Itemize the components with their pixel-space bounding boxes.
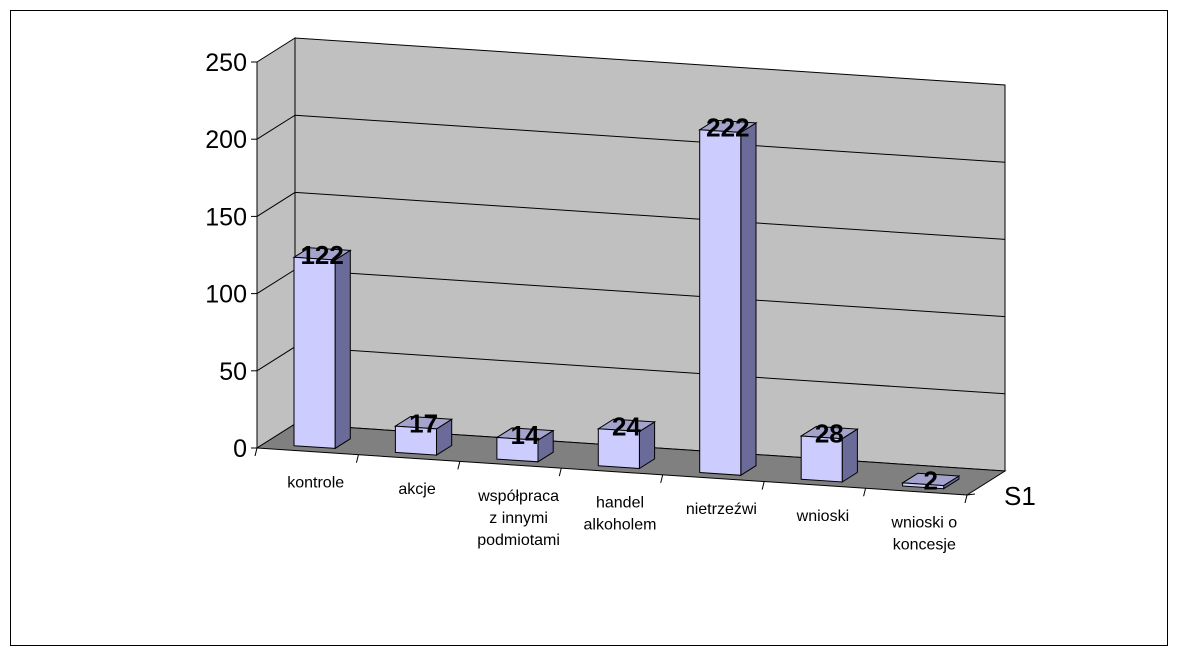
bar-side (334, 249, 351, 450)
gridline (256, 191, 1006, 240)
x-tick-label-line: współpraca (477, 488, 559, 505)
depth-tick-mark (966, 493, 976, 496)
bar (394, 425, 437, 456)
x-tick-label-line: z innymi (489, 510, 548, 527)
x-tick-mark (964, 494, 968, 504)
x-tick-mark (558, 468, 562, 477)
data-label: 28 (815, 419, 844, 449)
y-tick-label: 100 (205, 281, 247, 309)
bar (699, 129, 742, 476)
back-wall (294, 37, 1006, 472)
data-label: 222 (706, 112, 749, 142)
x-tick-label-line: wnioski (796, 508, 849, 525)
bar-side (740, 121, 757, 477)
x-tick-label: akcje (398, 481, 435, 498)
series-label: S1 (1004, 481, 1036, 511)
x-tick-label-line: kontrole (287, 474, 344, 491)
y-tick-label: 250 (205, 49, 247, 77)
x-tick-mark (863, 488, 867, 497)
y-tick-label: 150 (205, 203, 247, 231)
x-tick-label-line: handel (596, 495, 644, 512)
x-tick-label: wnioski (796, 508, 849, 525)
y-tick-label: 50 (219, 358, 247, 386)
data-label: 122 (300, 240, 343, 270)
data-label: 17 (409, 409, 438, 439)
x-tick-label-line: akcje (398, 481, 435, 498)
y-tick-label: 200 (205, 126, 247, 154)
x-tick-mark (761, 481, 765, 490)
data-label: 14 (511, 420, 540, 450)
gridline (256, 114, 1006, 163)
y-tick-label: 0 (233, 435, 247, 463)
x-tick-mark (355, 454, 359, 463)
bar (902, 482, 945, 490)
x-tick-label: współpraca z innymi podmiotami (477, 488, 560, 549)
bar (293, 256, 336, 449)
data-label: 24 (612, 411, 641, 441)
x-tick-label: wnioski o koncesje (890, 515, 957, 554)
x-tick-label-line: podmiotami (477, 532, 560, 549)
x-tick-label: handel alkoholem (584, 495, 657, 534)
x-tick-label-line: alkoholem (584, 517, 657, 534)
bar (597, 428, 640, 470)
x-tick-label-line: nietrzeźwi (686, 501, 757, 518)
bar (496, 436, 539, 463)
x-tick-mark (457, 461, 461, 470)
x-tick-label: kontrole (287, 474, 344, 491)
x-tick-mark (660, 474, 664, 483)
x-tick-label: nietrzeźwi (686, 501, 757, 518)
x-tick-mark (254, 447, 258, 457)
x-tick-label-line: wnioski o (890, 515, 957, 532)
x-tick-label-line: koncesje (893, 537, 956, 554)
side-wall (256, 37, 296, 449)
bar (800, 435, 843, 483)
data-label: 2 (923, 465, 937, 495)
